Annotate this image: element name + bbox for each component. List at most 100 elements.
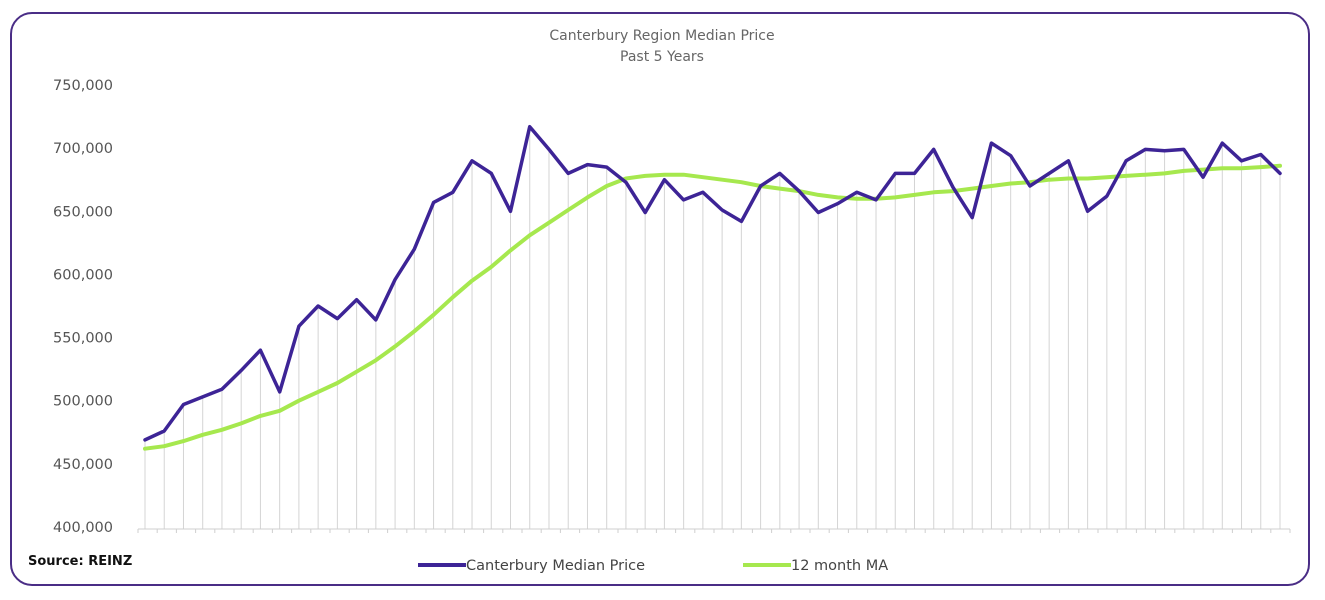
point-canterbury-median-price	[317, 305, 319, 307]
point-canterbury-median-price	[394, 278, 396, 280]
point-canterbury-median-price	[1221, 142, 1223, 144]
point-canterbury-median-price	[952, 186, 954, 188]
point-12-month-ma	[202, 434, 204, 436]
point-canterbury-median-price	[1202, 176, 1204, 178]
point-12-month-ma	[298, 400, 300, 402]
point-canterbury-median-price	[490, 172, 492, 174]
point-12-month-ma	[259, 415, 261, 417]
chart-frame	[10, 12, 1310, 586]
point-12-month-ma	[471, 280, 473, 282]
point-canterbury-median-price	[663, 179, 665, 181]
point-12-month-ma	[1163, 172, 1165, 174]
chart-title: Canterbury Region Median Price	[549, 28, 774, 44]
point-12-month-ma	[798, 190, 800, 192]
point-canterbury-median-price	[1125, 160, 1127, 162]
point-12-month-ma	[1183, 170, 1185, 172]
y-tick-label: 400,000	[53, 520, 113, 536]
point-canterbury-median-price	[702, 191, 704, 193]
point-12-month-ma	[779, 187, 781, 189]
legend-label-12-month-ma: 12 month MA	[791, 558, 888, 574]
point-canterbury-median-price	[740, 220, 742, 222]
point-canterbury-median-price	[548, 148, 550, 150]
y-axis: 400,000 450,000 500,000 550,000 600,000 650,0…	[53, 78, 113, 536]
point-12-month-ma	[240, 422, 242, 424]
point-12-month-ma	[1009, 182, 1011, 184]
point-12-month-ma	[1029, 181, 1031, 183]
point-canterbury-median-price	[1067, 160, 1069, 162]
point-12-month-ma	[1144, 173, 1146, 175]
point-canterbury-median-price	[933, 148, 935, 150]
point-12-month-ma	[355, 370, 357, 372]
point-canterbury-median-price	[1106, 195, 1108, 197]
point-12-month-ma	[740, 181, 742, 183]
point-12-month-ma	[625, 177, 627, 179]
point-12-month-ma	[163, 445, 165, 447]
point-12-month-ma	[952, 190, 954, 192]
point-canterbury-median-price	[1260, 153, 1262, 155]
point-canterbury-median-price	[605, 166, 607, 168]
y-tick-label: 600,000	[53, 267, 113, 283]
point-canterbury-median-price	[509, 210, 511, 212]
point-canterbury-median-price	[1163, 149, 1165, 151]
point-canterbury-median-price	[298, 325, 300, 327]
point-canterbury-median-price	[856, 191, 858, 193]
y-tick-label: 700,000	[53, 141, 113, 157]
point-12-month-ma	[913, 194, 915, 196]
point-canterbury-median-price	[1086, 210, 1088, 212]
point-12-month-ma	[490, 266, 492, 268]
point-12-month-ma	[529, 234, 531, 236]
point-canterbury-median-price	[1144, 148, 1146, 150]
point-canterbury-median-price	[913, 172, 915, 174]
point-12-month-ma	[317, 391, 319, 393]
point-12-month-ma	[182, 440, 184, 442]
point-12-month-ma	[856, 197, 858, 199]
point-12-month-ma	[1240, 167, 1242, 169]
point-canterbury-median-price	[779, 172, 781, 174]
point-12-month-ma	[1221, 167, 1223, 169]
point-12-month-ma	[1279, 165, 1281, 167]
point-12-month-ma	[721, 179, 723, 181]
series-line-12-month-ma	[143, 163, 1282, 451]
point-12-month-ma	[1086, 177, 1088, 179]
point-12-month-ma	[375, 359, 377, 361]
point-canterbury-median-price	[529, 125, 531, 127]
point-12-month-ma	[278, 410, 280, 412]
point-canterbury-median-price	[836, 203, 838, 205]
point-canterbury-median-price	[375, 319, 377, 321]
x-axis-ticks	[137, 529, 1291, 533]
point-12-month-ma	[336, 382, 338, 384]
point-12-month-ma	[875, 197, 877, 199]
point-12-month-ma	[1106, 176, 1108, 178]
point-12-month-ma	[394, 345, 396, 347]
point-canterbury-median-price	[432, 201, 434, 203]
point-12-month-ma	[990, 185, 992, 187]
y-tick-label: 450,000	[53, 457, 113, 473]
data-points	[144, 125, 1281, 449]
point-12-month-ma	[817, 194, 819, 196]
legend: Canterbury Median Price 12 month MA	[418, 558, 888, 574]
point-canterbury-median-price	[202, 396, 204, 398]
point-12-month-ma	[682, 173, 684, 175]
point-12-month-ma	[1202, 168, 1204, 170]
point-canterbury-median-price	[1009, 155, 1011, 157]
source-note: Source: REINZ	[28, 554, 132, 569]
point-12-month-ma	[1260, 166, 1262, 168]
point-12-month-ma	[567, 209, 569, 211]
point-12-month-ma	[605, 185, 607, 187]
point-12-month-ma	[144, 448, 146, 450]
y-tick-label: 500,000	[53, 394, 113, 410]
point-12-month-ma	[663, 173, 665, 175]
point-12-month-ma	[1067, 177, 1069, 179]
point-canterbury-median-price	[278, 391, 280, 393]
point-canterbury-median-price	[586, 163, 588, 165]
point-canterbury-median-price	[413, 248, 415, 250]
point-canterbury-median-price	[355, 298, 357, 300]
drop-lines	[144, 126, 1281, 529]
chart-subtitle: Past 5 Years	[620, 49, 704, 65]
point-canterbury-median-price	[452, 191, 454, 193]
point-12-month-ma	[644, 175, 646, 177]
point-canterbury-median-price	[625, 181, 627, 183]
point-12-month-ma	[413, 330, 415, 332]
point-canterbury-median-price	[990, 142, 992, 144]
point-12-month-ma	[1048, 179, 1050, 181]
